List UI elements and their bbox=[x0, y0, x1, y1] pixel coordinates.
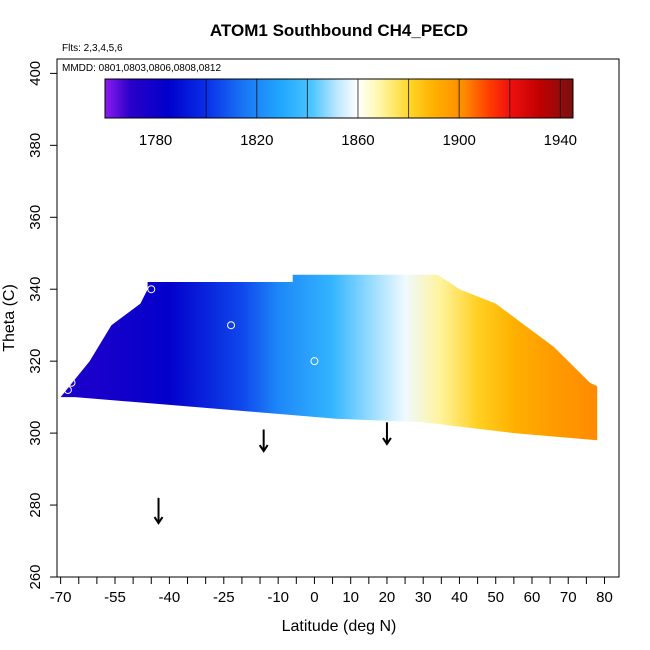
sample-point bbox=[67, 378, 76, 387]
sample-point bbox=[227, 321, 236, 330]
y-tick-label: 360 bbox=[27, 205, 44, 230]
field-group bbox=[60, 274, 598, 441]
y-tick-label: 260 bbox=[27, 564, 44, 589]
colorbar-divisions bbox=[205, 79, 561, 118]
colorbar-ticks: 1780 1820 1860 1900 1940 bbox=[139, 132, 577, 149]
x-tick-label: -70 bbox=[50, 589, 72, 606]
chart-title: ATOM1 Southbound CH4_PECD bbox=[210, 21, 468, 40]
y-tick-label: 340 bbox=[27, 277, 44, 302]
x-tick-label: -10 bbox=[267, 589, 289, 606]
colorbar-tick-label: 1820 bbox=[240, 132, 273, 149]
x-tick-label: 50 bbox=[487, 589, 504, 606]
x-tick-label: -40 bbox=[159, 589, 181, 606]
dates-label: MMDD: 0801,0803,0806,0808,0812 bbox=[62, 63, 221, 74]
colorbar: 1780 1820 1860 1900 1940 bbox=[104, 78, 577, 149]
y-tick-label: 300 bbox=[27, 421, 44, 446]
x-tick-label: 80 bbox=[596, 589, 613, 606]
x-axis: -70 -55 -40 -25 -10 0 10 20 30 40 50 60 70 80 bbox=[50, 576, 619, 606]
y-axis: 260 280 300 320 340 360 380 400 bbox=[27, 59, 58, 590]
y-tick-label: 400 bbox=[27, 61, 44, 86]
x-tick-label: 40 bbox=[451, 589, 468, 606]
x-tick-label: 20 bbox=[379, 589, 396, 606]
sample-point bbox=[63, 385, 72, 394]
x-axis-label: Latitude (deg N) bbox=[282, 618, 397, 635]
sample-point bbox=[310, 357, 319, 366]
x-tick-label: 0 bbox=[310, 589, 318, 606]
sample-points bbox=[63, 285, 598, 394]
colorbar-bar bbox=[104, 78, 574, 119]
data-field bbox=[60, 274, 598, 441]
y-tick-label: 320 bbox=[27, 349, 44, 374]
y-axis-label: Theta (C) bbox=[1, 284, 18, 352]
x-tick-label: 60 bbox=[524, 589, 541, 606]
sample-point bbox=[147, 285, 156, 294]
x-tick-label: 30 bbox=[415, 589, 432, 606]
arrow-head bbox=[258, 444, 269, 453]
colorbar-tick-label: 1900 bbox=[442, 132, 475, 149]
y-tick-label: 380 bbox=[27, 133, 44, 158]
arrows bbox=[153, 422, 392, 525]
colorbar-tick-label: 1780 bbox=[139, 132, 172, 149]
colorbar-tick-label: 1940 bbox=[544, 132, 577, 149]
flights-label: Flts: 2,3,4,5,6 bbox=[62, 43, 123, 54]
x-tick-label: -55 bbox=[104, 589, 126, 606]
x-tick-label: 70 bbox=[560, 589, 577, 606]
y-tick-label: 280 bbox=[27, 493, 44, 518]
arrow-head bbox=[382, 437, 392, 446]
colorbar-tick-label: 1860 bbox=[341, 132, 374, 149]
arrow-head bbox=[153, 516, 164, 525]
sample-point bbox=[589, 375, 598, 384]
x-tick-label: 10 bbox=[342, 589, 359, 606]
x-tick-label: -25 bbox=[213, 589, 235, 606]
